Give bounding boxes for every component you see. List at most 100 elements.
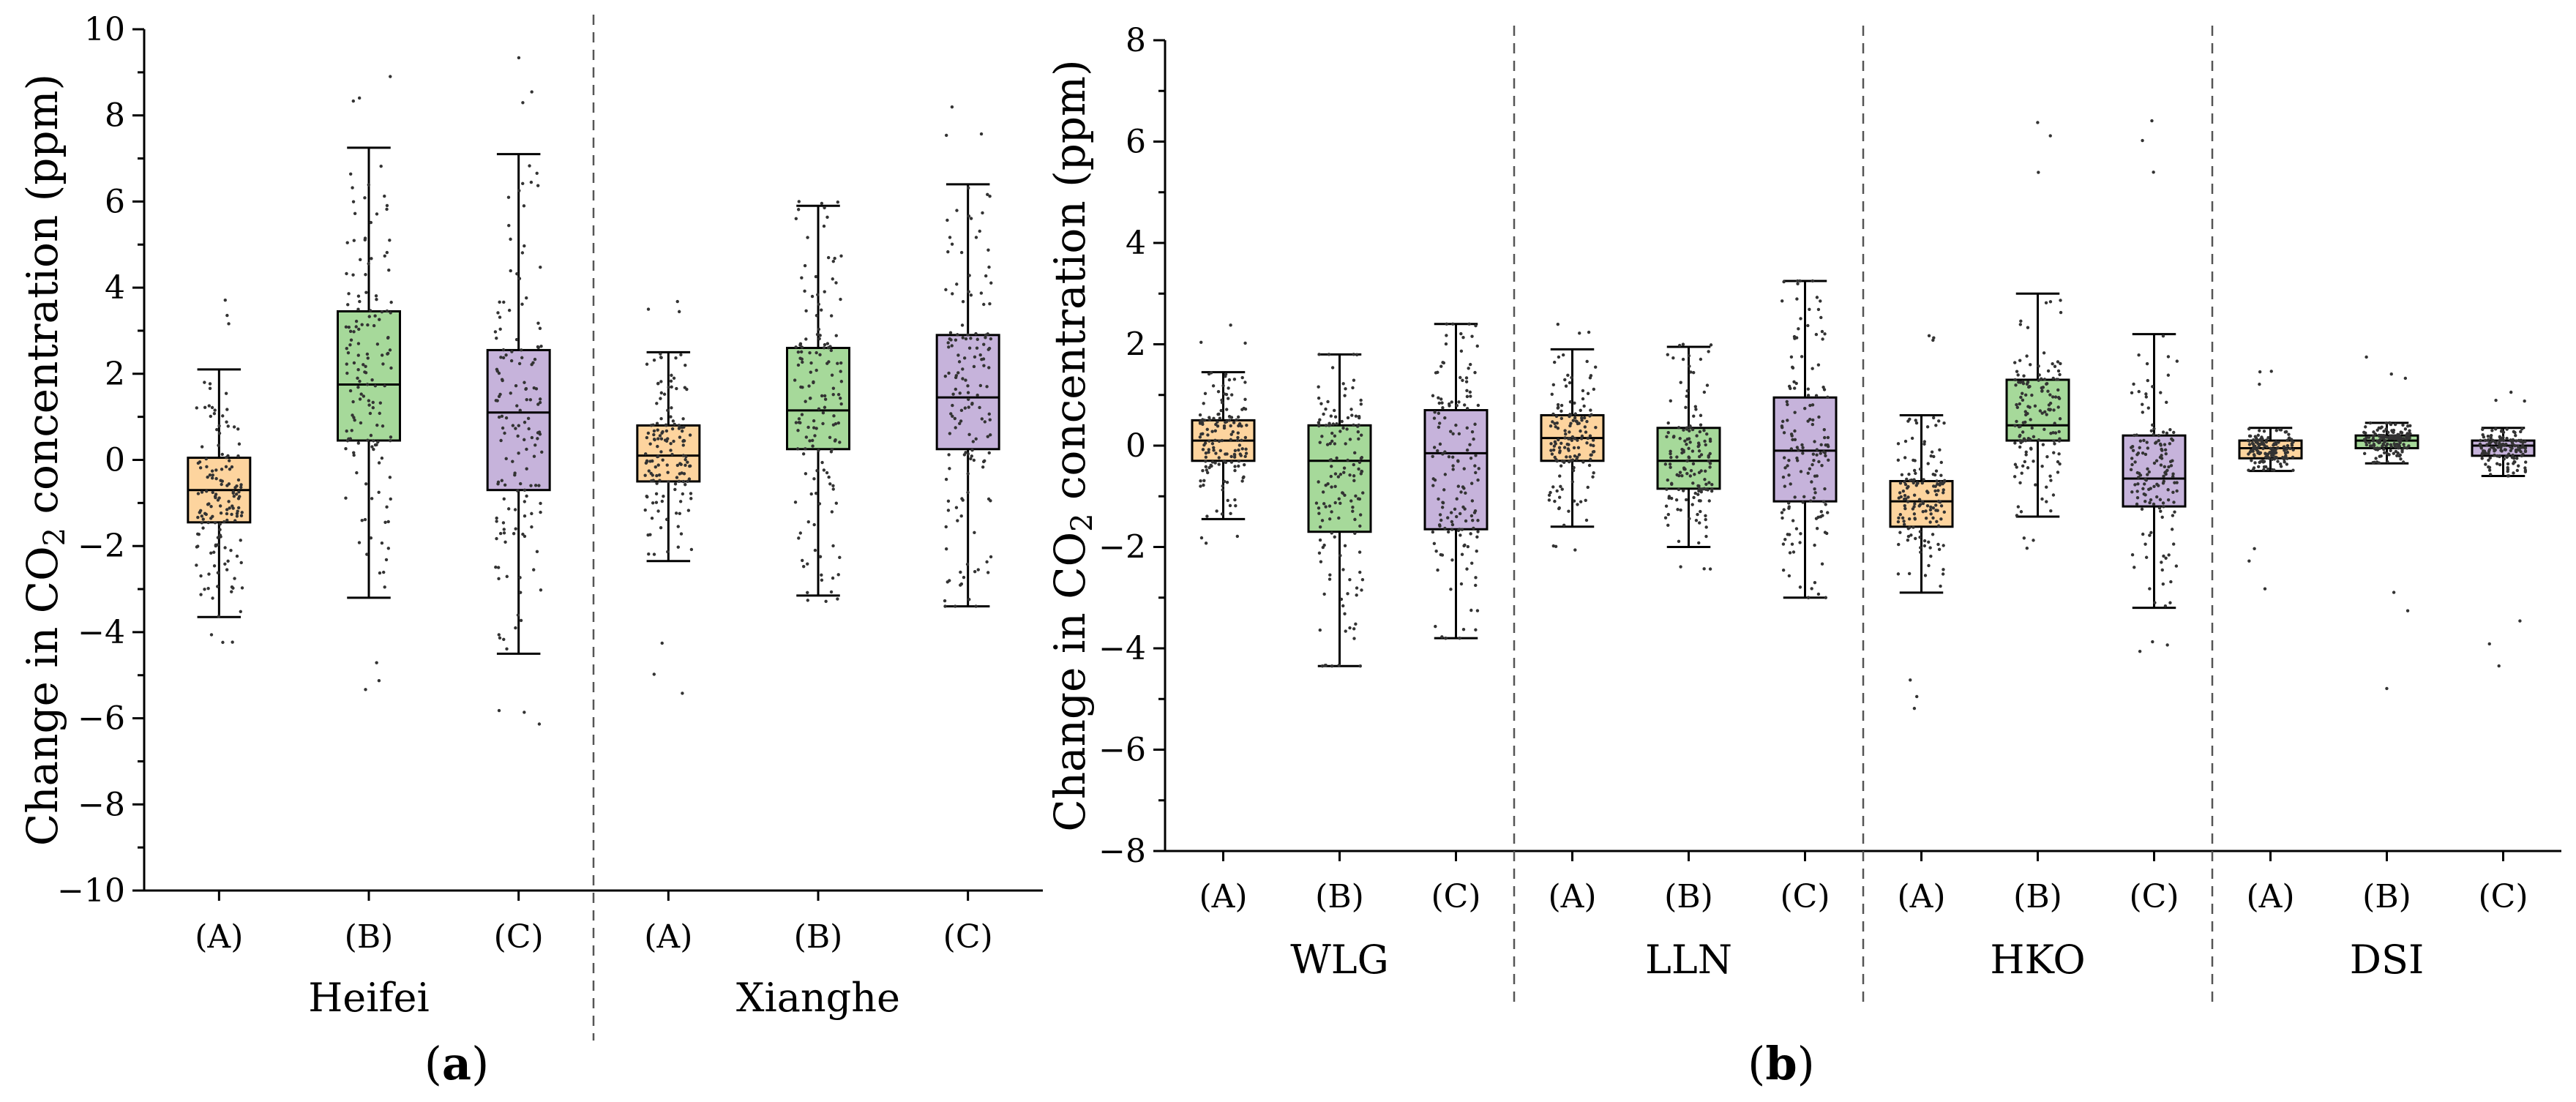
data-point bbox=[1581, 389, 1585, 393]
data-point bbox=[1798, 279, 1802, 283]
data-point bbox=[684, 483, 687, 487]
y-tick-label: 0 bbox=[1126, 427, 1146, 465]
data-point bbox=[1919, 546, 1922, 550]
data-point bbox=[809, 492, 813, 496]
data-point bbox=[2013, 424, 2017, 427]
data-point bbox=[1229, 454, 1233, 459]
data-point bbox=[1810, 480, 1813, 484]
data-point bbox=[1221, 383, 1225, 388]
data-point bbox=[811, 444, 815, 448]
data-point bbox=[517, 451, 520, 455]
data-point bbox=[1329, 474, 1333, 479]
data-point bbox=[681, 492, 685, 496]
data-point bbox=[497, 577, 501, 581]
data-point bbox=[2020, 471, 2023, 475]
data-point bbox=[219, 511, 223, 515]
data-point bbox=[1902, 520, 1906, 523]
data-point bbox=[1445, 322, 1448, 326]
data-point bbox=[959, 582, 964, 586]
data-point bbox=[494, 565, 498, 569]
data-point bbox=[684, 363, 687, 367]
data-point bbox=[1819, 515, 1823, 519]
data-point bbox=[1815, 296, 1819, 299]
data-point bbox=[2141, 411, 2145, 414]
data-point bbox=[2040, 389, 2044, 393]
data-point bbox=[1586, 436, 1590, 441]
data-point bbox=[1896, 442, 1901, 446]
data-point bbox=[1333, 484, 1337, 488]
data-point bbox=[1797, 327, 1800, 331]
data-point bbox=[1795, 446, 1800, 449]
data-point bbox=[1585, 419, 1589, 424]
data-point bbox=[1550, 452, 1554, 456]
data-point bbox=[386, 352, 389, 356]
data-point bbox=[1935, 479, 1939, 483]
data-point bbox=[523, 534, 527, 539]
data-point bbox=[1476, 403, 1480, 408]
data-point bbox=[1328, 423, 1332, 427]
data-point bbox=[520, 348, 523, 352]
data-point bbox=[2013, 441, 2017, 445]
data-point bbox=[1809, 499, 1813, 503]
data-point bbox=[796, 429, 800, 432]
data-point bbox=[1470, 430, 1475, 434]
data-point bbox=[1448, 404, 1451, 408]
y-tick-label: −6 bbox=[1098, 732, 1146, 769]
data-point bbox=[2287, 432, 2291, 436]
x-tick-label: (A) bbox=[644, 918, 692, 956]
data-point bbox=[1811, 403, 1815, 407]
data-point bbox=[821, 411, 825, 415]
data-point bbox=[1791, 438, 1794, 442]
data-point bbox=[389, 75, 392, 78]
data-point bbox=[1213, 461, 1217, 465]
data-point bbox=[1688, 425, 1693, 429]
data-point bbox=[648, 442, 652, 446]
data-point bbox=[1314, 501, 1319, 505]
data-point bbox=[689, 547, 694, 552]
data-point bbox=[208, 386, 212, 391]
data-point bbox=[2025, 546, 2029, 550]
data-point bbox=[946, 341, 950, 345]
data-point bbox=[1782, 431, 1786, 435]
data-point bbox=[794, 345, 798, 349]
data-point bbox=[953, 416, 957, 421]
data-point bbox=[239, 610, 242, 613]
data-point bbox=[669, 449, 673, 452]
jitter-points bbox=[1663, 342, 1714, 571]
data-point bbox=[1554, 442, 1557, 446]
data-point bbox=[2148, 533, 2152, 537]
data-point bbox=[523, 711, 526, 714]
data-point bbox=[1923, 574, 1928, 577]
data-point bbox=[1474, 323, 1478, 328]
data-point bbox=[1924, 516, 1928, 520]
data-point bbox=[389, 311, 392, 315]
data-point bbox=[1586, 485, 1590, 490]
data-point bbox=[518, 408, 522, 413]
data-point bbox=[1352, 627, 1356, 631]
data-point bbox=[1696, 492, 1700, 496]
data-point bbox=[2287, 436, 2291, 440]
data-point bbox=[2136, 482, 2140, 486]
data-point bbox=[1205, 427, 1209, 432]
data-point bbox=[1942, 510, 1947, 514]
data-point bbox=[967, 274, 971, 277]
data-point bbox=[1440, 635, 1444, 639]
data-point bbox=[1357, 423, 1360, 427]
data-point bbox=[495, 336, 498, 340]
data-point bbox=[1236, 431, 1240, 435]
data-point bbox=[1590, 453, 1593, 457]
data-point bbox=[967, 214, 971, 218]
data-point bbox=[1827, 458, 1830, 462]
data-point bbox=[1317, 506, 1321, 510]
data-point bbox=[201, 517, 205, 521]
data-point bbox=[1914, 536, 1917, 541]
data-point bbox=[1337, 516, 1341, 520]
data-point bbox=[1820, 329, 1824, 334]
y-tick-label: 6 bbox=[1126, 124, 1146, 161]
data-point bbox=[507, 308, 512, 312]
data-point bbox=[351, 273, 355, 277]
data-point bbox=[1547, 498, 1551, 502]
data-point bbox=[677, 479, 681, 484]
data-point bbox=[1458, 528, 1461, 531]
data-point bbox=[1675, 473, 1679, 477]
